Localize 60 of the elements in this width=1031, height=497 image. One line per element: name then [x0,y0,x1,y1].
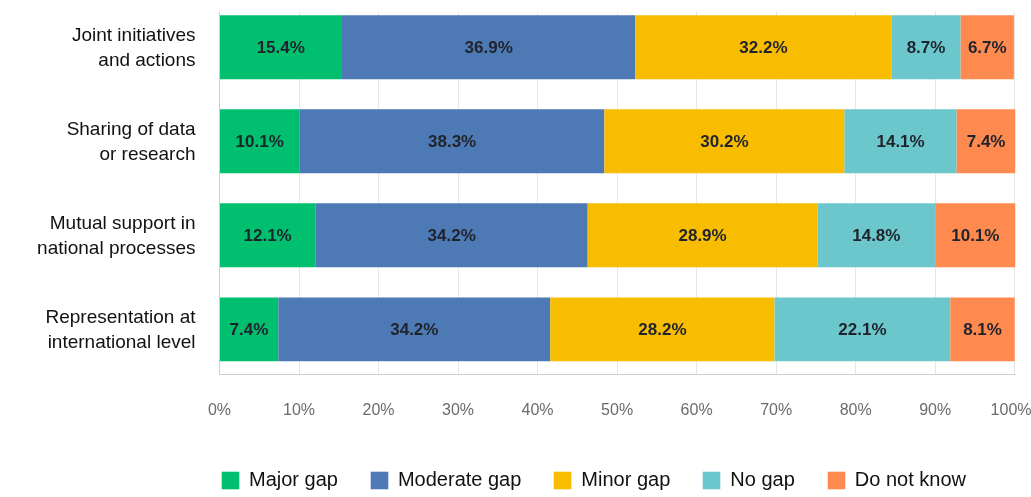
data-label: 14.1% [876,131,925,151]
data-label: 10.1% [235,131,284,151]
legend-label: No gap [730,468,795,491]
bar [774,297,951,362]
x-tick-label: 30% [442,400,475,418]
data-label: 10.1% [951,225,1000,245]
legend-label: Minor gap [581,468,671,491]
data-label: 15.4% [256,37,305,57]
bar [278,297,551,362]
x-tick-label: 10% [283,400,316,418]
bar [550,297,775,362]
x-tick-label: 40% [521,400,554,418]
bar [219,203,316,268]
x-tick-label: 80% [839,400,872,418]
data-label: 34.2% [390,319,439,339]
bar [299,109,605,174]
bar [341,15,636,80]
data-label: 12.1% [243,225,292,245]
bar [891,15,961,80]
data-label: 32.2% [739,37,788,57]
data-label: 7.4% [229,319,269,339]
bar [635,15,892,80]
bar [219,297,279,362]
legend-label: Do not know [854,468,966,491]
data-label: 28.2% [638,319,687,339]
bar [956,109,1016,174]
data-label: 6.7% [967,37,1007,57]
bar [315,203,588,268]
data-label: 8.1% [963,319,1002,339]
legend-label: Moderate gap [397,468,522,491]
x-tick-label: 0% [207,400,232,418]
bar [219,15,342,80]
x-tick-label: 70% [760,400,793,418]
bar [817,203,936,268]
bar [219,109,300,174]
data-label: 28.9% [678,225,727,245]
bar [950,297,1015,362]
data-label: 36.9% [464,37,513,57]
x-tick-label: 90% [919,400,952,418]
data-label: 7.4% [966,131,1006,151]
data-label: 8.7% [906,37,946,57]
bar [935,203,1016,268]
y-tick-label: Sharing of data or research [66,118,196,165]
legend-label: Major gap [249,468,338,491]
data-label: 34.2% [427,225,476,245]
bar [844,109,957,174]
bar [960,15,1014,80]
x-tick-label: 50% [601,400,634,418]
y-tick-label: Representation at international level [45,306,197,353]
y-tick-label: Mutual support in national processes [37,212,196,259]
x-tick-label: 60% [680,400,713,418]
data-label: 30.2% [700,131,749,151]
x-tick-label: 20% [362,400,395,418]
y-tick-label: Joint initiatives and actions [71,24,196,71]
data-label: 14.8% [852,225,901,245]
data-label: 22.1% [838,319,887,339]
bar [587,203,818,268]
data-label: 38.3% [428,131,477,151]
x-tick-label: 100% [990,400,1031,418]
bar [604,109,845,174]
